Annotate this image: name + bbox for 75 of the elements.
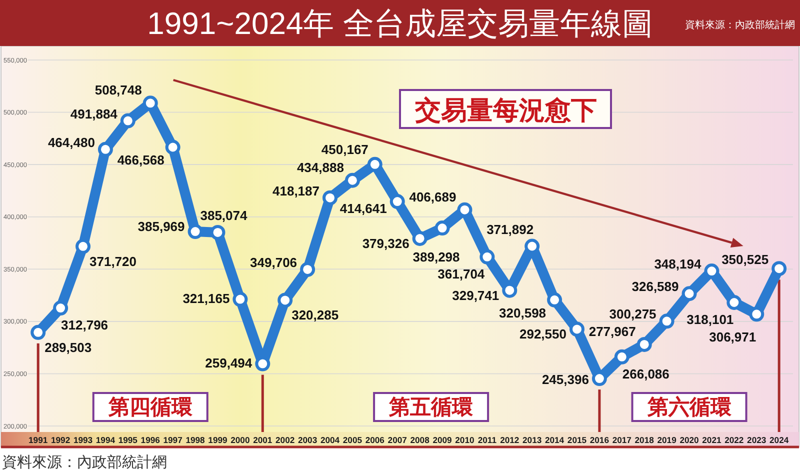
data-label: 289,503 xyxy=(44,340,92,355)
data-label: 464,480 xyxy=(48,134,95,150)
x-tick-label: 2023 xyxy=(747,435,766,445)
data-label: 266,086 xyxy=(622,366,670,382)
data-label: 361,704 xyxy=(438,266,485,282)
x-tick-label: 2021 xyxy=(702,435,722,445)
data-label: 350,525 xyxy=(722,252,769,268)
x-tick-label: 1994 xyxy=(96,435,116,445)
annotation: 第五循環 xyxy=(389,396,474,419)
annotation: 第四循環 xyxy=(108,396,192,419)
x-tick-label: 2008 xyxy=(410,435,430,445)
data-label: 329,741 xyxy=(452,288,500,303)
x-tick-label: 2007 xyxy=(388,435,407,445)
data-label: 491,884 xyxy=(70,106,118,122)
x-tick-label: 2014 xyxy=(544,435,564,445)
x-tick-label: 2015 xyxy=(567,435,587,445)
x-tick-label: 2011 xyxy=(478,435,496,445)
data-label: 389,298 xyxy=(412,250,460,265)
data-label: 371,892 xyxy=(486,222,534,237)
x-tick-label: 2002 xyxy=(276,435,295,445)
x-tick-label: 2020 xyxy=(680,435,699,445)
data-label: 385,969 xyxy=(138,219,185,234)
x-tick-label: 2016 xyxy=(590,435,609,445)
x-tick-label: 1996 xyxy=(140,435,160,445)
x-tick-label: 2022 xyxy=(724,435,744,445)
data-label: 348,194 xyxy=(654,256,702,272)
x-tick-label: 2005 xyxy=(342,435,362,445)
x-tick-label: 2001 xyxy=(253,435,272,445)
data-label: 385,074 xyxy=(200,208,248,223)
data-label: 320,598 xyxy=(499,305,546,320)
title: 1991~2024年 全台成屋交易量年線圖 xyxy=(147,6,653,41)
data-label: 245,396 xyxy=(542,372,589,388)
annotation: 第六循環 xyxy=(647,396,732,419)
data-label: 306,971 xyxy=(709,330,756,345)
x-tick-label: 2024 xyxy=(770,435,789,445)
x-tick-label: 1997 xyxy=(163,435,182,445)
x-tick-label: 1995 xyxy=(118,435,138,445)
data-label: 406,689 xyxy=(409,189,456,204)
x-tick-label: 2019 xyxy=(657,435,676,445)
data-label: 321,165 xyxy=(182,290,230,306)
x-tick-label: 2017 xyxy=(612,435,632,445)
x-tick-label: 1992 xyxy=(51,435,70,445)
data-label: 300,275 xyxy=(609,306,656,322)
data-label: 320,285 xyxy=(292,308,339,323)
x-tick-label: 1991 xyxy=(28,435,48,445)
data-label: 466,568 xyxy=(117,152,164,168)
source: 資料來源：內政部統計網 xyxy=(685,20,795,31)
data-label: 277,967 xyxy=(588,324,636,339)
x-tick-label: 2009 xyxy=(432,435,452,445)
x-tick-label: 1999 xyxy=(208,435,228,445)
data-label: 292,550 xyxy=(520,326,566,342)
x-tick-label: 1993 xyxy=(73,435,93,445)
data-label: 326,589 xyxy=(632,279,679,294)
data-label: 371,720 xyxy=(90,254,136,269)
data-label: 414,641 xyxy=(340,201,387,216)
data-label: 434,888 xyxy=(296,160,344,175)
x-tick-label: 1998 xyxy=(186,435,205,445)
data-label: 418,187 xyxy=(272,183,320,198)
x-tick-label: 2013 xyxy=(522,435,542,445)
x-tick-label: 2012 xyxy=(500,435,520,445)
data-label: 349,706 xyxy=(250,254,298,270)
data-label: 312,796 xyxy=(61,318,108,333)
data-label: 450,167 xyxy=(321,142,368,157)
x-tick-label: 2018 xyxy=(634,435,654,445)
data-label: 508,748 xyxy=(94,82,142,98)
x-tick-label: 2004 xyxy=(320,435,340,445)
source: 資料來源：內政部統計網 xyxy=(2,454,167,471)
x-tick-label: 2010 xyxy=(455,435,474,445)
x-tick-label: 2000 xyxy=(230,435,250,445)
data-label: 318,101 xyxy=(686,312,734,327)
x-tick-label: 2006 xyxy=(365,435,384,445)
x-tick-label: 2003 xyxy=(298,435,318,445)
data-label: 379,326 xyxy=(362,236,410,251)
annotation: 交易量每況愈下 xyxy=(415,95,597,125)
data-label: 259,494 xyxy=(205,355,252,370)
